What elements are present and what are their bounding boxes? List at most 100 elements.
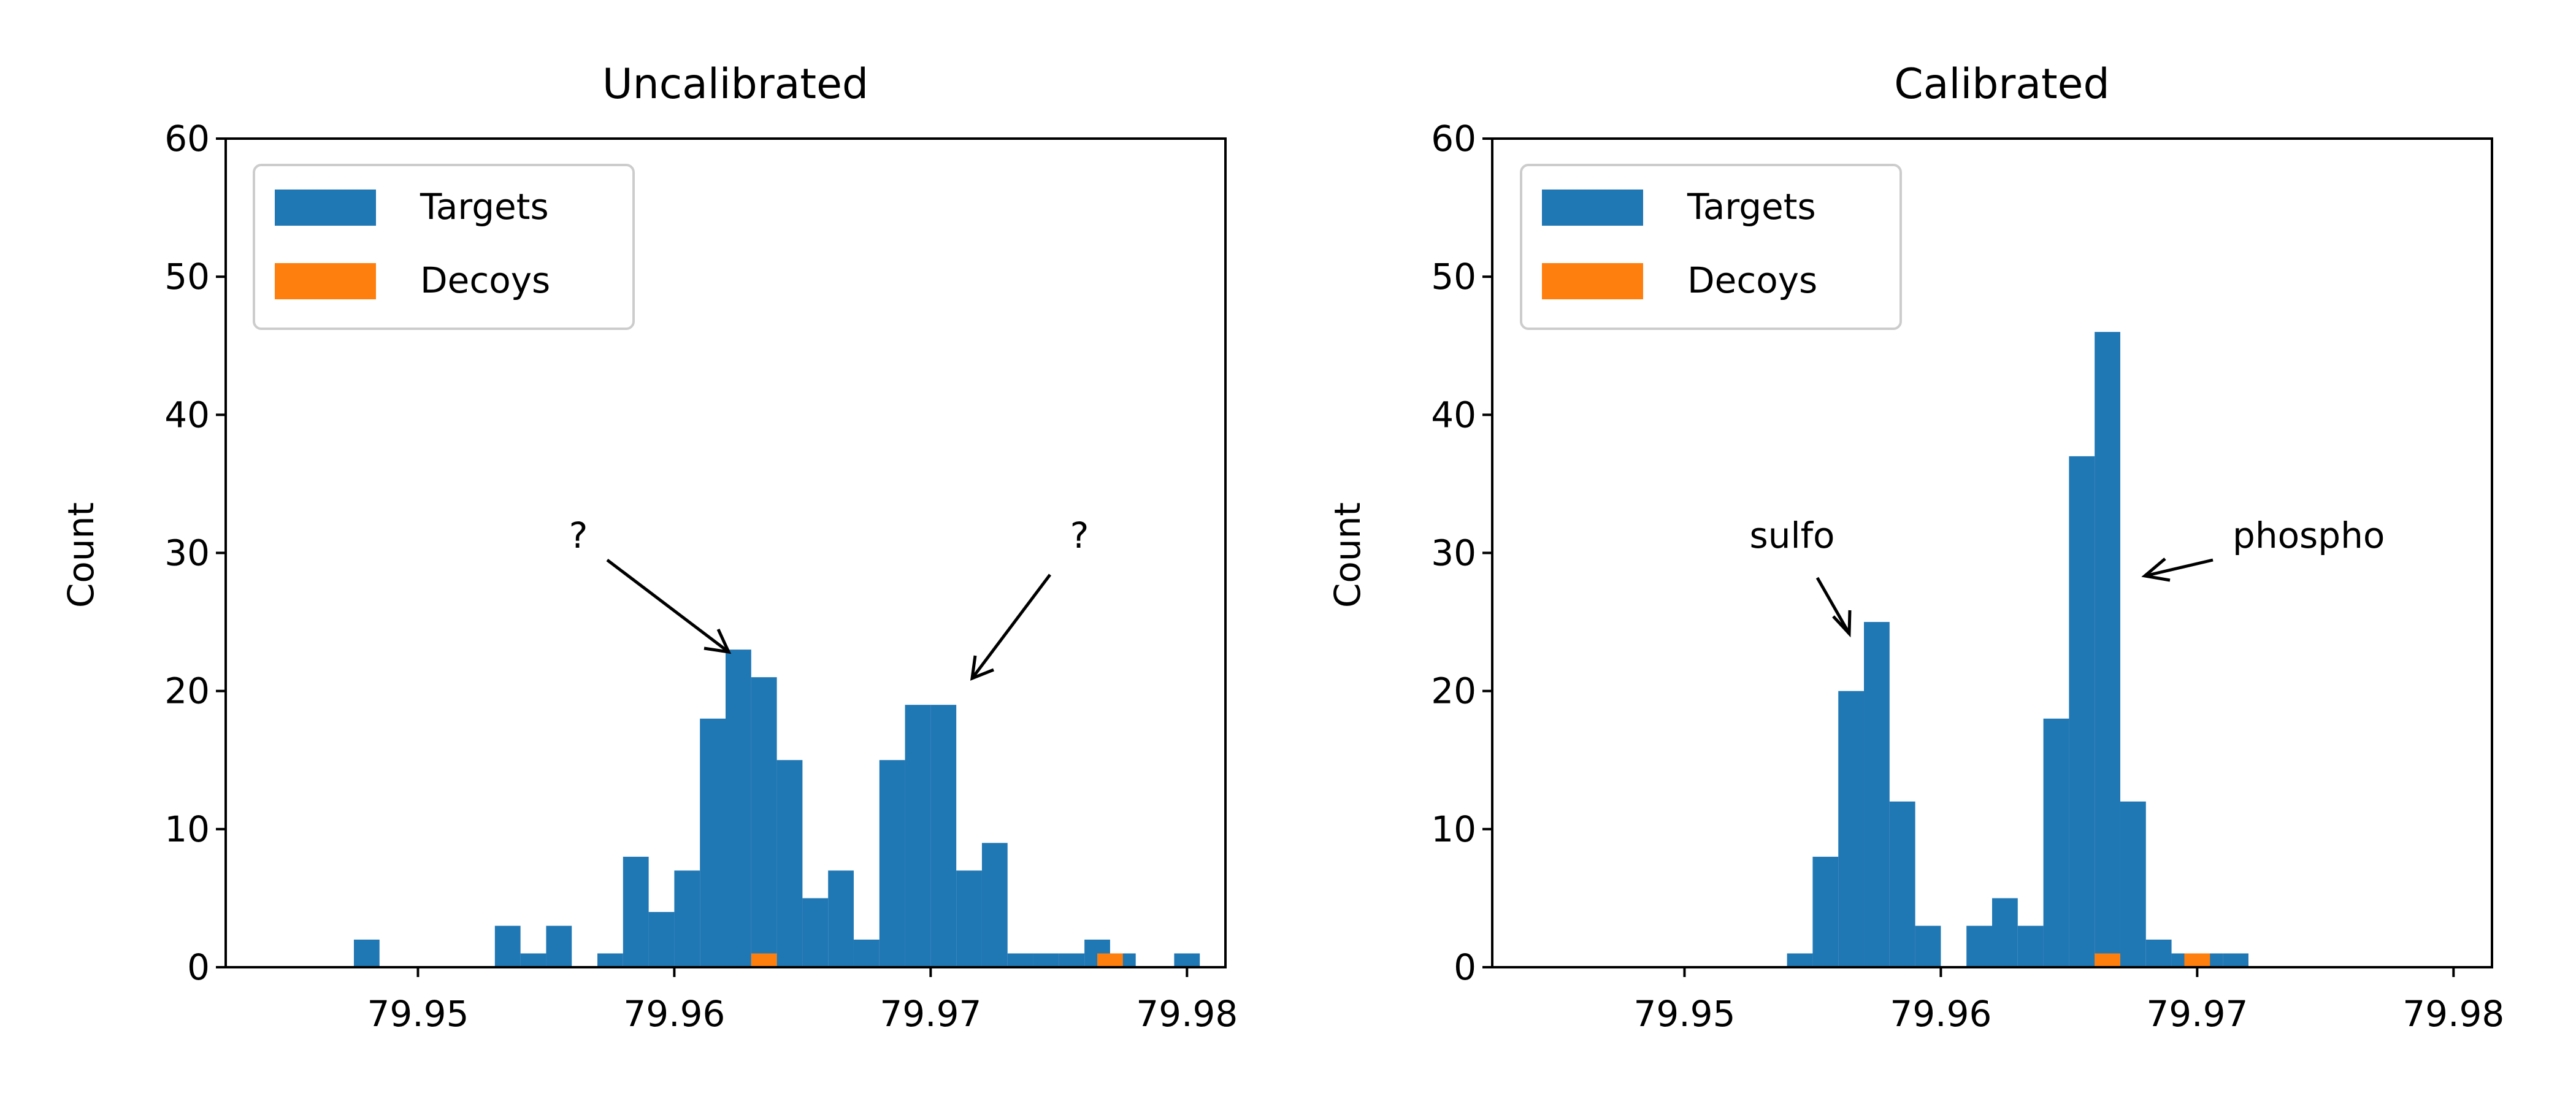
- targets-bar: [776, 760, 803, 967]
- y-tick-label: 10: [1431, 808, 1476, 850]
- arrowhead: [1832, 610, 1852, 638]
- plot-frame: [224, 137, 1227, 968]
- annotation-arrow: [2144, 558, 2214, 578]
- targets-bar: [2017, 926, 2044, 967]
- x-tick-label: 79.95: [1633, 993, 1735, 1035]
- legend: Targets Decoys: [1520, 164, 1902, 330]
- legend-swatch-decoys: [1542, 263, 1643, 299]
- decoys-bars: [2095, 953, 2210, 967]
- y-axis-label: Count: [60, 502, 102, 608]
- legend-label-decoys: Decoys: [1687, 259, 1817, 301]
- targets-bar: [1007, 953, 1033, 967]
- axis-ticks: 0 10 20 30 40 50 60 79.95 79.96 79.97 79.98: [1431, 118, 2504, 1035]
- targets-bar: [956, 870, 982, 967]
- x-tick-label: 79.96: [1890, 993, 1991, 1035]
- y-tick-label: 60: [164, 118, 210, 159]
- legend-swatch-targets: [1542, 190, 1643, 226]
- decoys-bar: [751, 953, 777, 967]
- targets-bar: [2223, 953, 2248, 967]
- annotation-arrow: [1815, 577, 1851, 635]
- x-tick-label: 79.95: [367, 993, 469, 1035]
- targets-bar: [1174, 953, 1200, 967]
- targets-bar: [2145, 939, 2172, 967]
- targets-bar: [2069, 456, 2095, 967]
- x-tick-label: 79.97: [880, 993, 981, 1035]
- y-tick-label: 50: [164, 256, 210, 297]
- decoys-bar: [1097, 953, 1123, 967]
- y-tick-label: 30: [1431, 532, 1476, 574]
- targets-bar: [520, 953, 546, 967]
- decoys-bar: [2095, 953, 2120, 967]
- annotations: sulfo phospho: [1750, 515, 2385, 638]
- targets-bar: [1864, 622, 1890, 967]
- targets-bar: [674, 870, 700, 967]
- targets-bar: [828, 870, 854, 967]
- chart-title: Uncalibrated: [602, 60, 868, 109]
- y-tick-label: 30: [164, 532, 210, 574]
- targets-bar: [726, 650, 751, 967]
- legend: Targets Decoys: [253, 164, 635, 330]
- y-axis-label: Count: [1327, 502, 1368, 608]
- arrowhead: [970, 655, 994, 681]
- x-tick-label: 79.98: [2402, 993, 2504, 1035]
- y-tick-label: 10: [164, 808, 210, 850]
- y-tick-label: 0: [1454, 946, 1476, 988]
- annotation-label: phospho: [2233, 515, 2385, 556]
- chart-title: Calibrated: [1894, 60, 2109, 109]
- targets-bar: [905, 705, 931, 967]
- targets-bar: [2095, 332, 2120, 967]
- targets-bar: [1838, 691, 1865, 967]
- x-tick-label: 79.96: [623, 993, 725, 1035]
- plot-area: 0 10 20 30 40 50 60 79.95 79.96 79.97 79.98: [164, 118, 1238, 1035]
- targets-bars: [1787, 332, 2248, 967]
- annotation-arrow: [971, 573, 1051, 680]
- annotation-label: ?: [569, 515, 588, 556]
- targets-bar: [597, 953, 623, 967]
- y-tick-label: 60: [1431, 118, 1476, 159]
- x-tick-label: 79.97: [2146, 993, 2248, 1035]
- annotation-label: sulfo: [1750, 515, 1835, 556]
- legend-swatch-targets: [275, 190, 376, 226]
- targets-bar: [648, 911, 675, 967]
- arrowhead: [2141, 558, 2171, 582]
- plot-area: 0 10 20 30 40 50 60 79.95 79.96 79.97 79.98: [1431, 118, 2504, 1035]
- y-tick-label: 20: [164, 670, 210, 712]
- targets-bar: [353, 939, 380, 967]
- legend-swatch-decoys: [275, 263, 376, 299]
- targets-bar: [494, 926, 521, 967]
- annotations: ? ?: [569, 515, 1089, 681]
- y-tick-label: 40: [164, 394, 210, 435]
- targets-bar: [930, 705, 957, 967]
- annotation-arrow: [606, 559, 730, 653]
- y-tick-label: 40: [1431, 394, 1476, 435]
- targets-bar: [853, 939, 880, 967]
- targets-bar: [802, 898, 829, 967]
- calibrated-panel: Calibrated Count 0 10 20 30 40 50 60 79.95 79.96…: [1327, 60, 2504, 1035]
- y-tick-label: 50: [1431, 256, 1476, 297]
- x-tick-label: 79.98: [1136, 993, 1238, 1035]
- decoys-bars: [751, 953, 1123, 967]
- targets-bar: [1033, 953, 1059, 967]
- targets-bar: [1889, 801, 1915, 967]
- targets-bar: [1966, 926, 1992, 967]
- legend-label-targets: Targets: [420, 186, 549, 228]
- legend-label-targets: Targets: [1687, 186, 1816, 228]
- targets-bar: [2043, 718, 2069, 967]
- plot-frame: [1491, 137, 2493, 968]
- annotation-label: ?: [1070, 515, 1089, 556]
- targets-bar: [1992, 898, 2018, 967]
- targets-bar: [700, 718, 726, 967]
- targets-bar: [981, 843, 1008, 967]
- targets-bar: [1059, 953, 1085, 967]
- axis-ticks: 0 10 20 30 40 50 60 79.95 79.96 79.97 79.98: [164, 118, 1238, 1035]
- y-tick-label: 0: [187, 946, 210, 988]
- targets-bar: [2120, 801, 2146, 967]
- decoys-bar: [2184, 953, 2210, 967]
- targets-bar: [751, 677, 777, 967]
- targets-bar: [623, 856, 649, 967]
- targets-bars: [353, 650, 1200, 967]
- targets-bar: [1915, 926, 1941, 967]
- targets-bar: [879, 760, 905, 967]
- arrowhead: [703, 628, 732, 654]
